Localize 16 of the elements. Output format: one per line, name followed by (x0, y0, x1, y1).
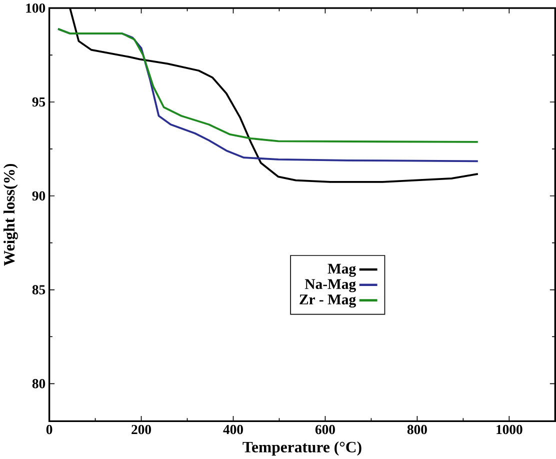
x-tick-label: 200 (132, 424, 151, 434)
y-tick-label: 80 (32, 379, 46, 388)
y-tick-label: 95 (32, 97, 46, 107)
x-tick-label: 600 (315, 424, 335, 434)
y-axis-title: Weight loss(%) (4, 164, 18, 266)
legend-label: Zr - Mag (300, 294, 356, 308)
legend-label: Mag (328, 264, 356, 277)
x-tick-label: 800 (407, 424, 427, 434)
x-axis-title: Temperature (°C) (242, 441, 362, 456)
x-tick-label: 1000 (496, 424, 522, 434)
x-tick-label: 400 (223, 424, 243, 434)
x-tick-label: 0 (46, 424, 52, 434)
y-tick-label: 90 (32, 191, 46, 200)
legend-label: Na-Mag (304, 279, 356, 292)
y-tick-label: 100 (26, 3, 46, 13)
y-tick-label: 85 (32, 285, 46, 294)
